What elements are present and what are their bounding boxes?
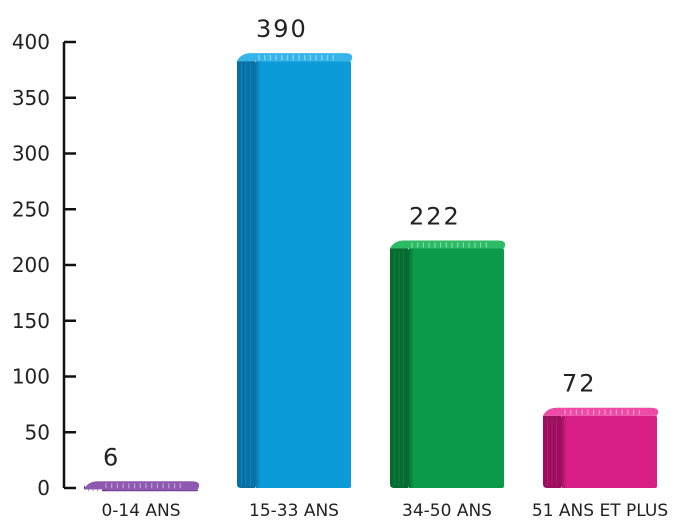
data-label: 390 (256, 15, 308, 43)
x-tick-label: 15-33 ANS (249, 501, 339, 521)
y-tick-label: 0 (37, 476, 50, 500)
bar-front (255, 61, 351, 489)
y-tick-label: 50 (25, 420, 50, 444)
y-tick-label: 400 (12, 30, 50, 54)
bar-1 (84, 481, 200, 492)
bar-front (408, 248, 504, 488)
y-tick-label: 100 (12, 365, 50, 389)
x-tick-label: 34-50 ANS (402, 501, 492, 521)
bar-2 (237, 53, 353, 489)
bar-top (390, 240, 506, 249)
y-tick-label: 250 (12, 197, 50, 221)
x-axis-labels: 0-14 ANS 15-33 ANS 34-50 ANS 51 ANS ET PLUS (101, 501, 668, 521)
bar-top (237, 53, 353, 62)
x-tick-label: 0-14 ANS (101, 501, 180, 521)
y-tick-label: 200 (12, 253, 50, 277)
y-axis: 0 50 100 150 200 250 300 350 400 (12, 30, 76, 500)
bar-top (543, 407, 659, 416)
bar-top (84, 481, 200, 490)
y-tick-label: 150 (12, 309, 50, 333)
bar-4 (543, 407, 659, 488)
bar-front (561, 415, 657, 488)
bars-group (84, 53, 659, 492)
data-label: 222 (409, 202, 461, 230)
bar-front (102, 489, 198, 492)
x-tick-label: 51 ANS ET PLUS (532, 501, 668, 521)
data-labels-group: 6 390 222 72 (103, 15, 597, 471)
y-tick-label: 350 (12, 86, 50, 110)
data-label: 72 (562, 370, 597, 398)
bar-3 (390, 240, 506, 488)
data-label: 6 (103, 443, 120, 471)
y-tick-label: 300 (12, 142, 50, 166)
